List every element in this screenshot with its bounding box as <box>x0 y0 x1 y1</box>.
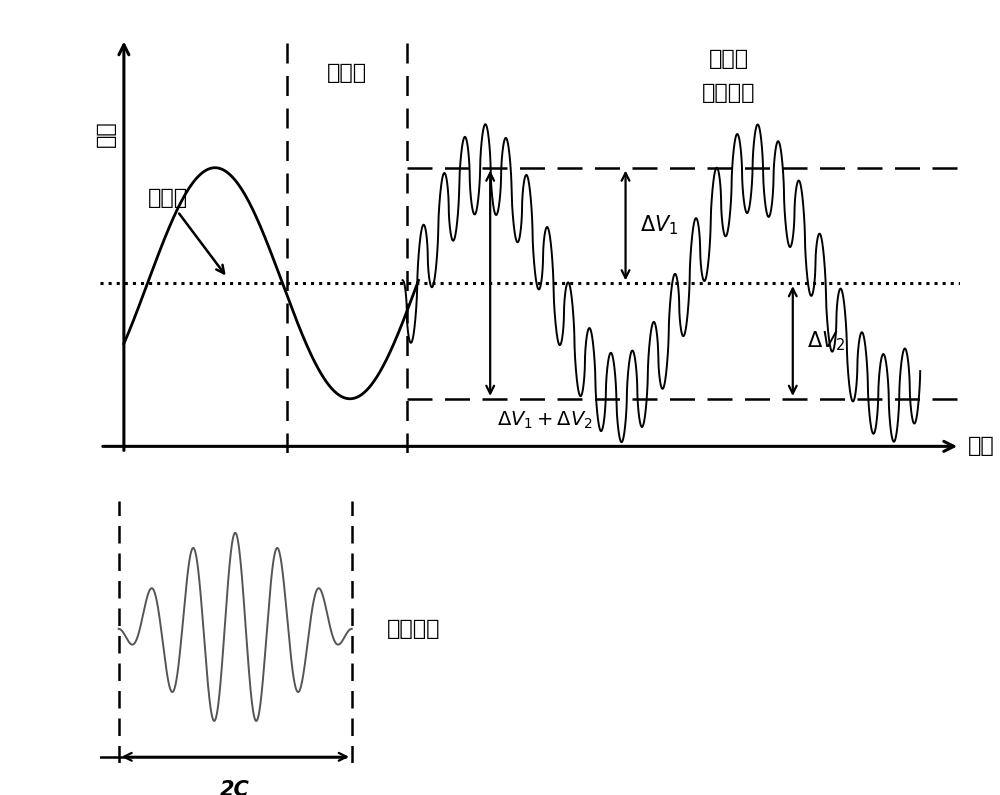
Text: $\Delta V_2$: $\Delta V_2$ <box>807 329 846 353</box>
Text: $\Delta V_1+\Delta V_2$: $\Delta V_1+\Delta V_2$ <box>497 409 592 431</box>
Text: 幅値: 幅値 <box>96 120 116 147</box>
Text: $\Delta V_1$: $\Delta V_1$ <box>640 214 678 237</box>
Text: 调制后: 调制后 <box>709 49 749 69</box>
Text: 2C: 2C <box>220 780 250 795</box>
Text: 工作点: 工作点 <box>148 188 224 273</box>
Text: 时间: 时间 <box>968 436 995 456</box>
Text: 干涉光: 干涉光 <box>327 63 367 83</box>
Text: 干涉波形: 干涉波形 <box>702 83 756 103</box>
Text: 调制信号: 调制信号 <box>387 619 440 639</box>
